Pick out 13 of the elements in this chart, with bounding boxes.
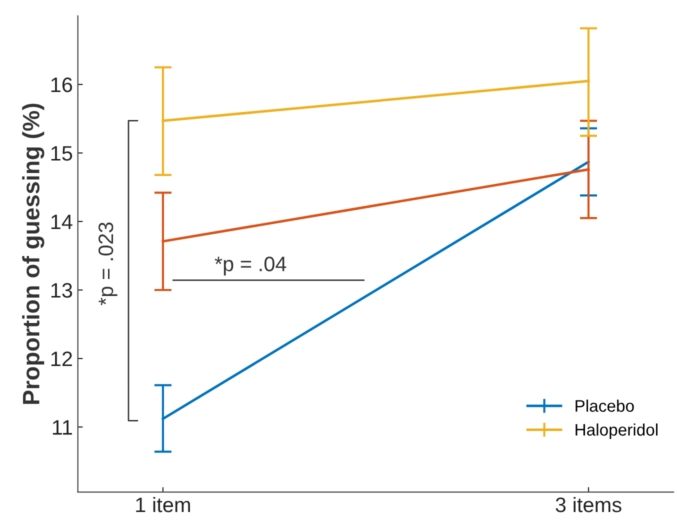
annotation: *p = .04 bbox=[214, 256, 286, 276]
y-tick-label: 16 bbox=[51, 77, 72, 92]
y-tick-label: 13 bbox=[51, 283, 72, 298]
legend-label: Haloperidol bbox=[576, 423, 658, 440]
legend-label: Placebo bbox=[576, 400, 634, 412]
y-tick-label: 14 bbox=[51, 214, 72, 230]
y-tick-label: 15 bbox=[51, 146, 72, 161]
y-axis-title: Proportion of guessing (%) bbox=[22, 104, 44, 404]
y-tick-label: 11 bbox=[52, 420, 72, 435]
annotation: *p = .023 bbox=[98, 222, 118, 306]
x-tick-label: 1 item bbox=[136, 496, 190, 512]
y-tick-label: 12 bbox=[51, 352, 72, 366]
x-tick-label: 3 items bbox=[556, 496, 622, 512]
